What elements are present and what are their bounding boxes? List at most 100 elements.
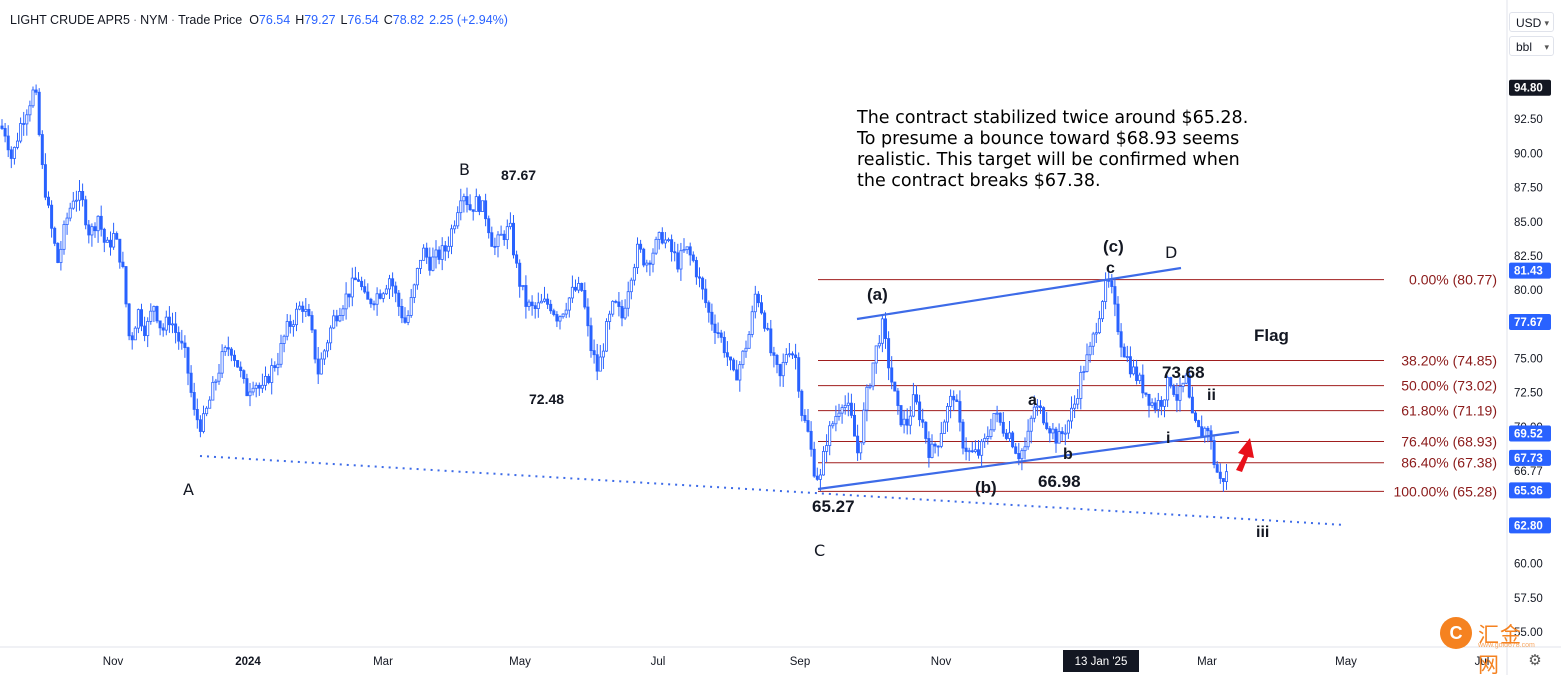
candle-body	[586, 306, 590, 327]
price-badge-label: 67.73	[1514, 453, 1543, 465]
candle-body	[329, 327, 333, 344]
candle-body	[350, 277, 354, 298]
candle-body	[347, 293, 351, 298]
candle-body	[1156, 400, 1160, 410]
candle-body	[707, 302, 711, 313]
time-tick: Jul	[1475, 656, 1490, 668]
candle-body	[158, 320, 162, 329]
candle-body	[1091, 333, 1095, 347]
candle-body	[729, 356, 733, 361]
candle-body	[109, 239, 113, 248]
candle-body	[363, 286, 367, 293]
price-badge	[1509, 79, 1551, 96]
candle-body	[617, 301, 621, 307]
candle-body	[136, 309, 140, 329]
time-tick: May	[509, 656, 531, 668]
candle-body	[750, 311, 754, 335]
candle-body	[1073, 403, 1077, 409]
candle-body	[251, 387, 255, 393]
candle-body	[1045, 422, 1049, 429]
candle-body	[642, 248, 646, 266]
wave-label-i: i	[1166, 430, 1170, 447]
candle-body	[856, 435, 860, 454]
candle-body	[732, 359, 736, 371]
candle-body	[942, 421, 946, 434]
candle-body	[1029, 417, 1033, 432]
candle-body	[285, 321, 289, 337]
candle-body	[561, 313, 565, 318]
candle-body	[949, 395, 953, 407]
huijin-logo-icon: C	[1440, 617, 1472, 649]
candle-body	[924, 421, 928, 439]
candle-body	[859, 442, 863, 454]
gear-icon[interactable]: ⚙	[1528, 652, 1542, 669]
candle-body	[121, 261, 125, 267]
candle-body	[394, 285, 398, 294]
candle-body	[1215, 464, 1219, 473]
candle-body	[1060, 431, 1064, 435]
candle-body	[667, 239, 671, 242]
candle-body	[93, 226, 97, 232]
candle-body	[964, 447, 968, 452]
candle-body	[716, 332, 720, 335]
candle-body	[152, 306, 156, 312]
candle-body	[1169, 377, 1173, 387]
candle-body	[133, 327, 137, 341]
candle-body	[1088, 345, 1092, 356]
candle-body	[710, 311, 714, 325]
time-axis[interactable]: Nov 2024 Mar May Jul Sep Nov Mar May Jul 13 Jan '2…	[103, 650, 1490, 672]
candle-body	[992, 413, 996, 431]
price-axis[interactable]: 92.50 90.00 87.50 85.00 82.50 80.00 75.00 72.50…	[1509, 79, 1551, 639]
candle-body	[580, 282, 584, 291]
wave-label-iii: iii	[1256, 524, 1269, 541]
candle-body	[738, 364, 742, 381]
candle-body	[384, 288, 388, 295]
candle-body	[161, 327, 165, 331]
candle-body	[183, 342, 187, 349]
candle-body	[778, 364, 782, 377]
price-tick: 57.50	[1514, 593, 1543, 605]
wave-label-b: b	[1063, 446, 1073, 463]
candle-body	[459, 200, 463, 214]
candle-body	[205, 407, 209, 415]
candle-body	[1119, 331, 1123, 348]
candle-body	[1048, 428, 1052, 434]
candle-body	[787, 353, 791, 356]
candle-body	[186, 347, 190, 374]
candle-body	[146, 321, 150, 337]
exchange-name: NYM	[140, 13, 168, 27]
candle-body	[896, 390, 900, 406]
candle-body	[806, 420, 810, 432]
symbol-name[interactable]: LIGHT CRUDE APR5	[10, 13, 130, 27]
candle-body	[462, 196, 466, 202]
candle-body	[74, 199, 78, 202]
candle-body	[453, 225, 457, 230]
candle-body	[294, 308, 298, 326]
candle-body	[456, 212, 460, 227]
candle-body	[270, 365, 274, 383]
currency-select[interactable]: USD ▾	[1509, 12, 1554, 32]
candle-body	[81, 191, 85, 201]
candle-body	[967, 450, 971, 453]
candle-body	[9, 149, 13, 159]
value-label-73-68: 73.68	[1162, 363, 1205, 382]
candle-body	[539, 300, 543, 304]
candle-body	[1023, 446, 1027, 452]
candle-body	[1221, 478, 1225, 483]
candle-body	[564, 309, 568, 315]
candle-body	[986, 436, 990, 439]
time-tick: Mar	[373, 656, 393, 668]
candle-body	[381, 293, 385, 299]
candle-body	[105, 239, 109, 243]
candle-body	[127, 303, 131, 337]
candle-body	[62, 224, 66, 250]
unit-select[interactable]: bbl ▾	[1509, 36, 1554, 56]
candle-body	[682, 249, 686, 252]
candle-body	[1082, 371, 1086, 373]
candle-body	[862, 409, 866, 444]
candle-body	[37, 91, 41, 135]
candle-body	[260, 384, 264, 389]
candle-body	[115, 233, 119, 240]
price-badge-label: 77.67	[1514, 317, 1543, 329]
